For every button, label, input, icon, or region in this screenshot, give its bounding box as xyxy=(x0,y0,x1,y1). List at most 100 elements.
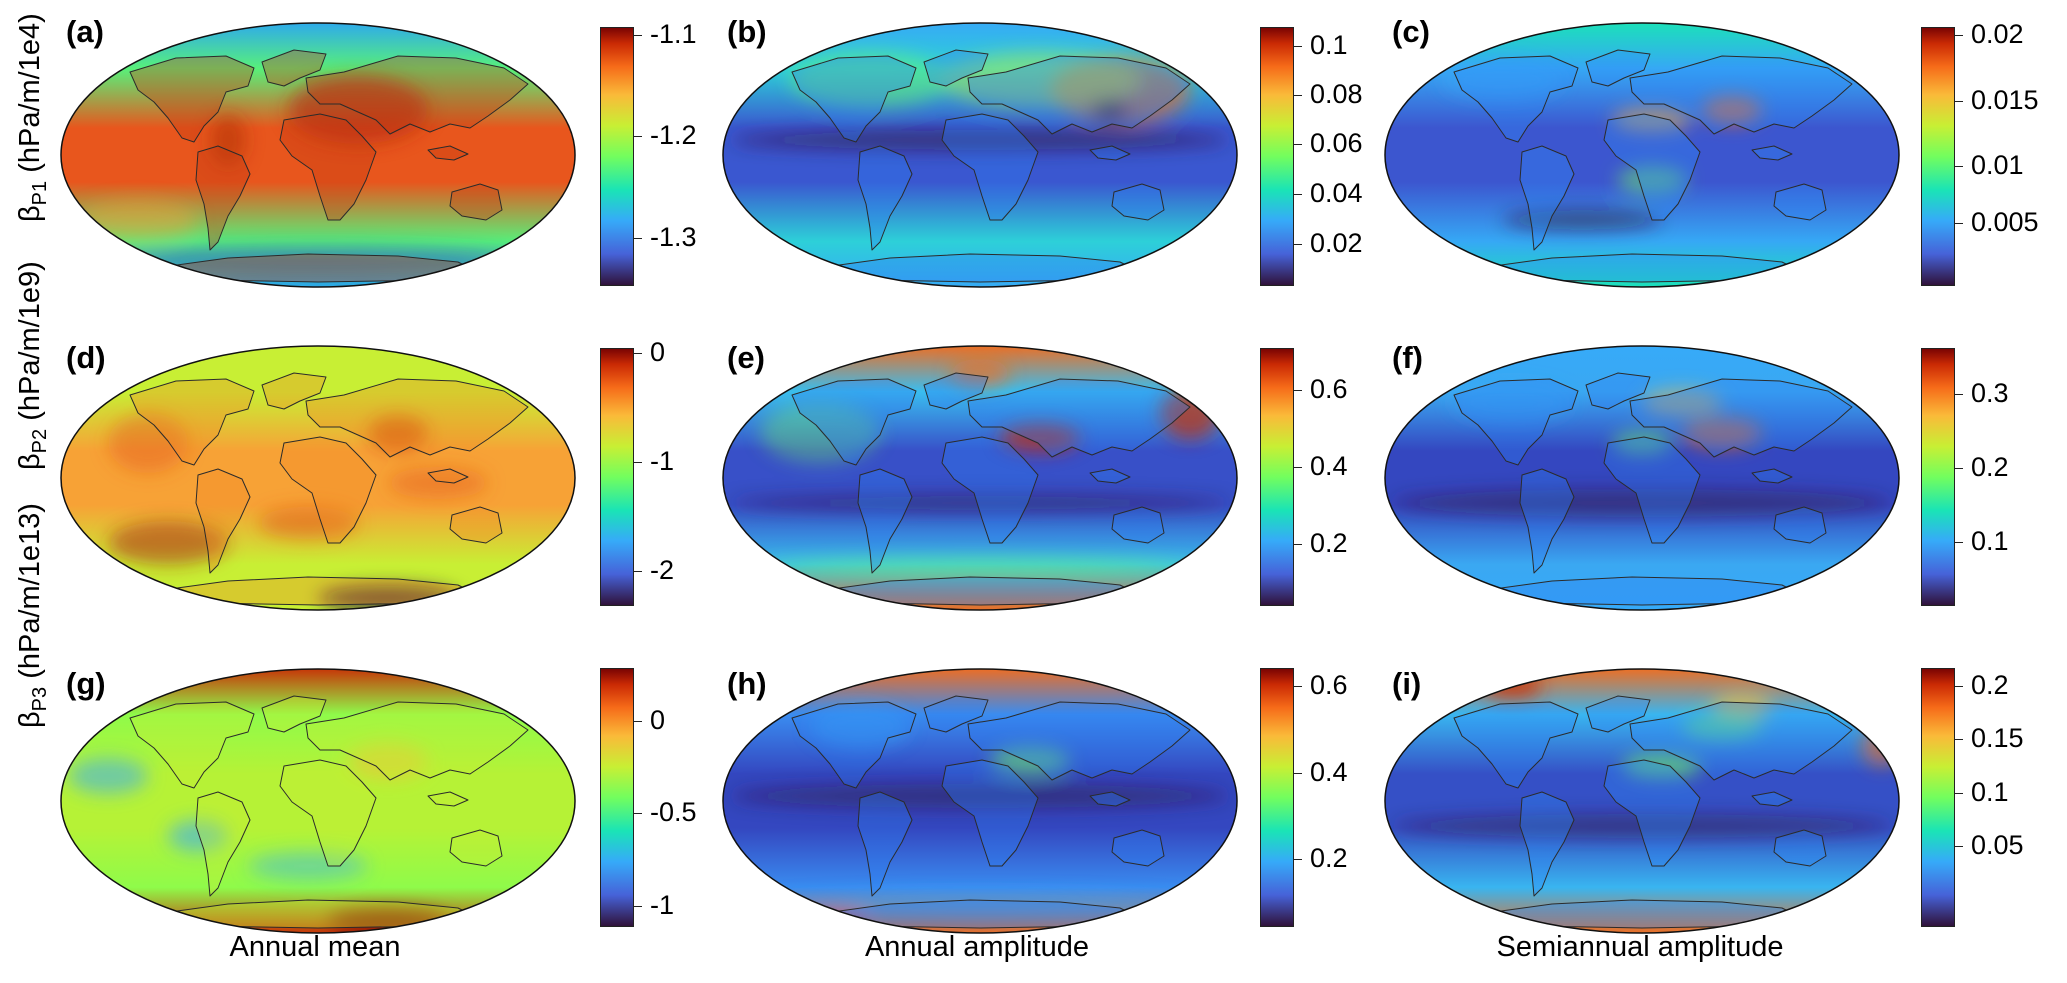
colorbar-tick: 0.01 xyxy=(1955,150,2024,180)
coastline xyxy=(449,183,503,221)
coastline xyxy=(1089,791,1131,807)
colorbar-tick: 0.015 xyxy=(1955,85,2039,115)
field-blob xyxy=(1612,108,1692,132)
coastline xyxy=(1751,145,1793,161)
column-title-annual-mean: Annual mean xyxy=(229,931,401,963)
panel-label-e: (e) xyxy=(727,340,765,375)
panel-label-f: (f) xyxy=(1392,340,1423,375)
field-blob xyxy=(1442,60,1562,100)
coastline xyxy=(1111,829,1165,867)
coastline xyxy=(1603,759,1701,867)
map-outline xyxy=(1384,345,1900,611)
coastline xyxy=(129,55,255,143)
field-blob xyxy=(1502,210,1662,230)
map-i xyxy=(1384,668,1900,934)
coastline xyxy=(1603,436,1701,544)
coastline xyxy=(1629,378,1853,458)
coastline xyxy=(279,113,377,221)
field-blob xyxy=(1612,431,1672,455)
column-title-semiannual-amplitude: Semiannual amplitude xyxy=(1496,931,1784,963)
coastline xyxy=(857,468,913,574)
colorbar-tick: 0.2 xyxy=(1294,843,1348,873)
colorbar-tick: 0.1 xyxy=(1955,526,2009,556)
colorbar-tick: -1 xyxy=(633,446,675,476)
coastline xyxy=(427,468,469,484)
panel-label-i: (i) xyxy=(1392,666,1422,701)
field-blob xyxy=(760,558,1200,578)
colorbar-tick: -1.3 xyxy=(634,222,697,252)
coastline xyxy=(791,55,917,143)
colorbar-tick: 0 xyxy=(633,705,666,735)
colorbar-tick: 0.2 xyxy=(1294,528,1348,558)
colorbar-tick: -1.2 xyxy=(634,120,697,150)
field-blob xyxy=(108,521,228,565)
panel-label-c: (c) xyxy=(1392,14,1430,49)
field-blob xyxy=(210,114,246,166)
coastline xyxy=(1585,372,1651,410)
panel-label-d: (d) xyxy=(66,340,106,375)
field-blob xyxy=(1862,726,1899,766)
colorbar-tick: -2 xyxy=(633,555,675,585)
row-label-beta: β xyxy=(14,453,46,470)
colorbar-i xyxy=(1921,668,1955,927)
coastline xyxy=(1773,183,1827,221)
coastline xyxy=(791,378,917,466)
coastline xyxy=(1585,49,1651,87)
panel-label-a: (a) xyxy=(66,14,104,49)
colorbar-tick: -1.1 xyxy=(634,19,697,49)
map-f xyxy=(1384,345,1900,611)
field-blob xyxy=(1617,166,1687,194)
row-label-unit: (hPa/m/1e9) xyxy=(14,261,46,429)
colorbar-g xyxy=(600,668,634,927)
row-label-unit: (hPa/m/1e4) xyxy=(14,13,46,181)
colorbar-f xyxy=(1921,348,1955,606)
row-label-subscript: P1 xyxy=(28,180,51,206)
map-outline xyxy=(722,668,1238,934)
coastline xyxy=(1111,183,1165,221)
coastline xyxy=(1751,791,1793,807)
field-blob xyxy=(368,415,428,451)
map-outline xyxy=(1384,22,1900,288)
colorbar-tick: 0.4 xyxy=(1294,451,1348,481)
field-blob xyxy=(1000,424,1080,452)
coastline xyxy=(967,378,1191,458)
colorbar-tick: 0.1 xyxy=(1955,777,2009,807)
field-blob xyxy=(1712,694,1772,718)
coastline xyxy=(923,372,989,410)
colorbar-tick: 0.02 xyxy=(1955,19,2024,49)
coastline xyxy=(261,372,327,410)
coastline xyxy=(1519,791,1575,897)
map-outline xyxy=(60,345,576,611)
colorbar-tick: 0.6 xyxy=(1294,374,1348,404)
field-blob xyxy=(790,52,950,108)
colorbar-h xyxy=(1260,668,1294,927)
field-blob xyxy=(760,403,880,463)
coastline xyxy=(427,791,469,807)
row-label-p1: βP1 (hPa/m/1e4) xyxy=(14,13,52,222)
map-h xyxy=(722,668,1238,934)
coastline xyxy=(305,378,529,458)
coastline xyxy=(923,695,989,733)
coastline xyxy=(1751,468,1793,484)
row-label-p2: βP2 (hPa/m/1e9) xyxy=(14,261,52,470)
coastline xyxy=(1089,145,1131,161)
coastline xyxy=(195,791,251,897)
coastline xyxy=(1453,378,1579,466)
coastline xyxy=(279,759,377,867)
colorbar-tick: 0.3 xyxy=(1955,378,2009,408)
map-outline xyxy=(722,22,1238,288)
coastline xyxy=(791,701,917,789)
coastline xyxy=(1603,113,1701,221)
row-label-unit: (hPa/m/1e13) xyxy=(14,503,46,687)
field-blob xyxy=(118,246,518,274)
map-d xyxy=(60,345,576,611)
coastline xyxy=(129,701,255,789)
map-outline xyxy=(722,345,1238,611)
map-a xyxy=(60,22,576,288)
colorbar-tick: 0.6 xyxy=(1294,670,1348,700)
coastline xyxy=(1585,695,1651,733)
panel-label-g: (g) xyxy=(66,666,106,701)
coastline xyxy=(129,378,255,466)
field-blob xyxy=(730,130,1230,150)
map-outline xyxy=(60,22,576,288)
